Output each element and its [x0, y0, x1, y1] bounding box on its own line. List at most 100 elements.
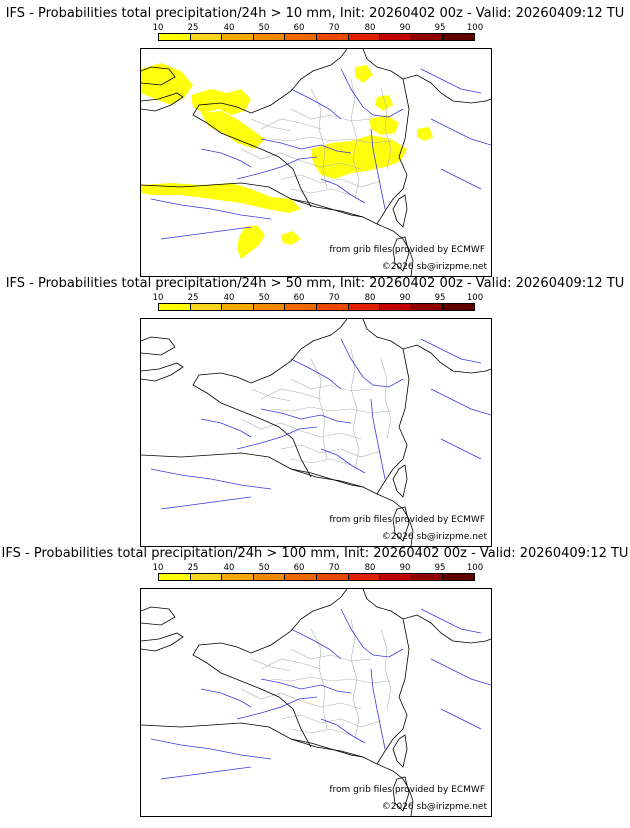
map-svg — [141, 589, 491, 816]
island-outline — [392, 464, 408, 498]
precip-probability-area — [141, 183, 301, 213]
coastline — [192, 589, 348, 748]
island-outline — [392, 734, 408, 768]
coastline — [141, 66, 176, 86]
region-border — [250, 658, 292, 672]
precip-probability-area — [417, 127, 433, 141]
precip-probability-area — [201, 111, 265, 149]
scale-label: 95 — [434, 563, 446, 573]
region-border — [290, 188, 352, 196]
scale-swatch — [190, 574, 223, 580]
region-border — [240, 148, 362, 170]
scale-label: 80 — [364, 293, 376, 303]
coastline — [141, 92, 184, 112]
river-line — [200, 688, 252, 708]
scale-swatch — [190, 304, 223, 310]
scale-label: 90 — [399, 293, 411, 303]
scale-label: 90 — [399, 563, 411, 573]
region-border — [290, 108, 372, 122]
river-line — [320, 178, 366, 204]
scale-label: 40 — [223, 23, 235, 33]
region-border — [260, 658, 322, 670]
scale-swatch — [159, 574, 191, 580]
river-line — [200, 148, 252, 168]
region-border — [380, 628, 392, 710]
coastline — [141, 362, 184, 382]
precip-probability-area — [375, 95, 393, 111]
region-border — [250, 118, 292, 132]
coastline — [141, 452, 414, 546]
river-line — [236, 426, 318, 450]
scale-label: 100 — [466, 293, 484, 303]
river-line — [260, 678, 352, 694]
scale-swatch — [253, 574, 286, 580]
scale-swatch — [380, 304, 412, 310]
island-outline — [392, 194, 408, 228]
coastline — [141, 182, 414, 276]
precip-probability-area — [311, 135, 407, 179]
precipitation-map: from grib files provided by ECMWF ©2026 s… — [140, 318, 492, 547]
scale-swatch — [443, 304, 474, 310]
data-source-credit: from grib files provided by ECMWF — [329, 785, 485, 795]
scale-swatch — [443, 574, 474, 580]
river-line — [340, 338, 404, 388]
river-line — [370, 668, 386, 750]
scale-label: 50 — [258, 293, 270, 303]
scale-swatch — [411, 34, 444, 40]
river-line — [150, 198, 272, 220]
region-border — [270, 676, 392, 684]
region-border — [290, 648, 372, 662]
precip-probability-area — [355, 65, 373, 83]
region-border — [350, 78, 360, 200]
scale-label: 80 — [364, 23, 376, 33]
scale-label: 40 — [223, 563, 235, 573]
map-panel-10mm: IFS - Probabilities total precipitation/… — [0, 6, 630, 277]
coastline — [290, 198, 364, 218]
scale-swatch — [159, 34, 191, 40]
river-line — [430, 388, 491, 416]
scale-label: 70 — [328, 23, 340, 33]
river-line — [420, 608, 482, 634]
river-line — [236, 156, 318, 180]
precipitation-map: from grib files provided by ECMWF ©2026 s… — [140, 588, 492, 817]
scale-label: 10 — [152, 293, 164, 303]
region-border — [290, 458, 352, 466]
scale-swatch — [316, 34, 349, 40]
scale-swatch — [285, 304, 317, 310]
region-border — [310, 628, 328, 730]
scale-label: 40 — [223, 293, 235, 303]
river-line — [160, 496, 252, 510]
precip-probability-area — [281, 231, 301, 245]
river-line — [290, 358, 342, 390]
island-outline — [392, 506, 410, 542]
region-border — [290, 728, 352, 736]
scale-swatch — [316, 574, 349, 580]
coastline — [192, 49, 348, 208]
island-outline — [392, 776, 410, 812]
scale-swatch — [253, 304, 286, 310]
river-line — [290, 88, 342, 120]
region-border — [380, 358, 392, 440]
scale-swatch — [348, 34, 381, 40]
coastline — [362, 589, 491, 765]
scale-label: 100 — [466, 23, 484, 33]
river-line — [320, 718, 366, 744]
region-border — [380, 88, 392, 170]
coastline — [362, 319, 491, 495]
region-border — [270, 136, 392, 144]
river-line — [440, 168, 482, 190]
scale-label: 95 — [434, 293, 446, 303]
scale-swatch — [443, 34, 474, 40]
river-line — [290, 628, 342, 660]
river-line — [420, 68, 482, 94]
scale-label: 95 — [434, 23, 446, 33]
scale-label: 60 — [293, 563, 305, 573]
scale-label: 60 — [293, 293, 305, 303]
river-line — [440, 708, 482, 730]
river-line — [430, 118, 491, 146]
scale-swatch — [380, 34, 412, 40]
map-panel-100mm: IFS - Probabilities total precipitation/… — [0, 546, 630, 817]
data-source-credit: from grib files provided by ECMWF — [329, 245, 485, 255]
precip-probability-area — [237, 225, 265, 259]
probability-color-scale — [158, 33, 475, 41]
